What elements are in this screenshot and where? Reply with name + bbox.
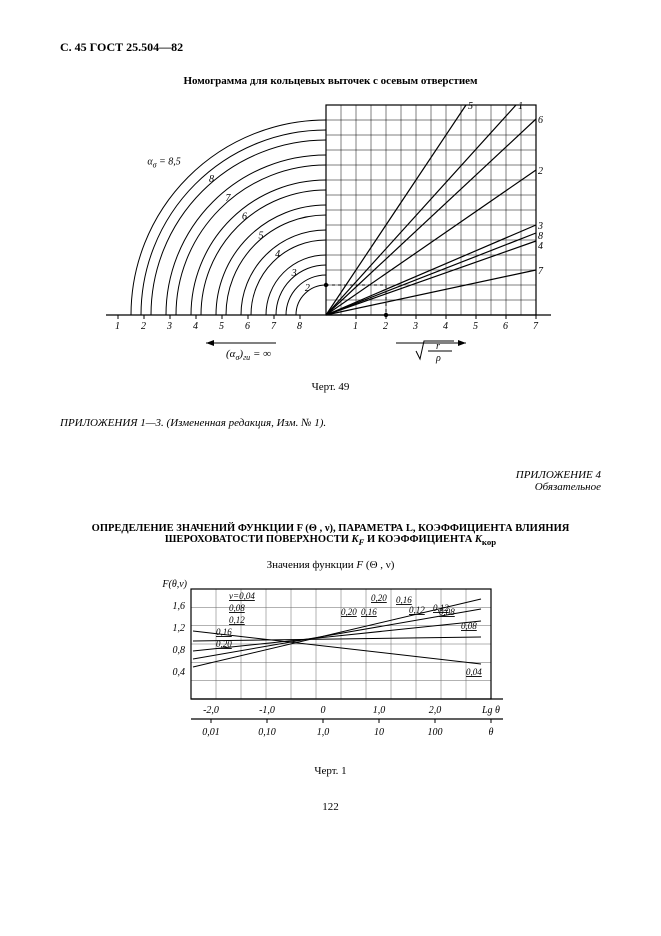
svg-text:6: 6 xyxy=(538,115,543,126)
appendix-line2: Обязательное xyxy=(535,481,601,493)
svg-text:0,04: 0,04 xyxy=(466,667,482,677)
svg-text:F(θ,ν): F(θ,ν) xyxy=(161,579,187,590)
svg-text:0,01: 0,01 xyxy=(202,727,220,738)
svg-text:5: 5 xyxy=(468,101,473,112)
svg-text:8: 8 xyxy=(208,174,213,185)
svg-text:7: 7 xyxy=(225,193,231,204)
svg-text:0,20: 0,20 xyxy=(216,639,232,649)
svg-text:100: 100 xyxy=(427,727,442,738)
svg-text:0,20: 0,20 xyxy=(341,607,357,617)
svg-text:r: r xyxy=(436,341,440,352)
svg-text:2: 2 xyxy=(141,321,146,332)
svg-text:0,12: 0,12 xyxy=(229,615,245,625)
svg-text:3: 3 xyxy=(412,321,418,332)
section-title-2: ШЕРОХОВАТОСТИ ПОВЕРХНОСТИ KF И КОЭФФИЦИЕ… xyxy=(165,534,496,545)
svg-text:8: 8 xyxy=(297,321,302,332)
svg-text:ν=0,04: ν=0,04 xyxy=(229,591,255,601)
svg-text:3: 3 xyxy=(290,268,296,279)
fig1-chart: F(θ,ν)1,61,20,80,40,040,080,120,160,20ν=… xyxy=(151,579,511,759)
svg-text:1: 1 xyxy=(353,321,358,332)
svg-text:ρ: ρ xyxy=(435,353,441,364)
svg-text:0,16: 0,16 xyxy=(361,607,377,617)
svg-text:0,12: 0,12 xyxy=(409,605,425,615)
svg-text:5: 5 xyxy=(258,230,263,241)
svg-text:0,08: 0,08 xyxy=(229,603,245,613)
page-number: 122 xyxy=(60,801,601,813)
svg-text:0,16: 0,16 xyxy=(216,627,232,637)
svg-text:3: 3 xyxy=(166,321,172,332)
svg-text:1,2: 1,2 xyxy=(172,623,185,634)
svg-text:4: 4 xyxy=(193,321,198,332)
svg-text:6: 6 xyxy=(503,321,508,332)
svg-text:0,16: 0,16 xyxy=(396,595,412,605)
page-header: С. 45 ГОСТ 25.504—82 xyxy=(60,40,601,55)
svg-text:0: 0 xyxy=(320,705,325,716)
svg-text:θ: θ xyxy=(488,727,493,738)
fig49-chart: ασ = 8,5876543251623847876543211234567(α… xyxy=(96,95,566,375)
svg-text:10: 10 xyxy=(374,727,384,738)
svg-text:2: 2 xyxy=(538,166,543,177)
section-title: ОПРЕДЕЛЕНИЕ ЗНАЧЕНИЙ ФУНКЦИИ F (Θ , ν), … xyxy=(60,523,601,547)
svg-text:5: 5 xyxy=(473,321,478,332)
svg-text:1: 1 xyxy=(518,101,523,112)
svg-text:4: 4 xyxy=(275,249,280,260)
svg-text:-2,0: -2,0 xyxy=(203,705,219,716)
svg-text:6: 6 xyxy=(242,212,247,223)
svg-text:0,10: 0,10 xyxy=(258,727,276,738)
svg-text:2: 2 xyxy=(383,321,388,332)
svg-text:0,8: 0,8 xyxy=(172,645,185,656)
svg-text:1: 1 xyxy=(115,321,120,332)
svg-text:1,6: 1,6 xyxy=(172,601,185,612)
svg-text:0,4: 0,4 xyxy=(172,667,185,678)
svg-text:Lg θ: Lg θ xyxy=(481,705,500,716)
svg-text:7: 7 xyxy=(271,321,277,332)
appendix-header: ПРИЛОЖЕНИЕ 4 Обязательное xyxy=(60,469,601,493)
svg-text:5: 5 xyxy=(219,321,224,332)
svg-text:-1,0: -1,0 xyxy=(259,705,275,716)
svg-text:1,0: 1,0 xyxy=(316,727,329,738)
svg-text:(ασ)ги = ∞: (ασ)ги = ∞ xyxy=(226,348,271,362)
note-text: ПРИЛОЖЕНИЯ 1—3. (Измененная редакция, Из… xyxy=(60,417,326,429)
fig1-subcaption: Значения функции F (Θ , ν) xyxy=(60,559,601,571)
appendix-note: ПРИЛОЖЕНИЯ 1—3. (Измененная редакция, Из… xyxy=(60,417,601,429)
svg-text:4: 4 xyxy=(443,321,448,332)
fig1-caption: Черт. 1 xyxy=(60,765,601,777)
appendix-line1: ПРИЛОЖЕНИЕ 4 xyxy=(516,469,601,481)
svg-text:7: 7 xyxy=(533,321,539,332)
svg-text:4: 4 xyxy=(538,241,543,252)
svg-text:ασ = 8,5: ασ = 8,5 xyxy=(147,157,180,170)
svg-text:2: 2 xyxy=(304,283,309,294)
svg-text:2,0: 2,0 xyxy=(428,705,441,716)
svg-text:7: 7 xyxy=(538,266,544,277)
section-title-1: ОПРЕДЕЛЕНИЕ ЗНАЧЕНИЙ ФУНКЦИИ F (Θ , ν), … xyxy=(92,523,570,534)
svg-text:6: 6 xyxy=(245,321,250,332)
svg-text:1,0: 1,0 xyxy=(372,705,385,716)
fig49-title: Номограмма для кольцевых выточек с осевы… xyxy=(60,75,601,87)
fig49-caption: Черт. 49 xyxy=(60,381,601,393)
svg-text:0,20: 0,20 xyxy=(371,593,387,603)
svg-text:0,08: 0,08 xyxy=(439,607,455,617)
